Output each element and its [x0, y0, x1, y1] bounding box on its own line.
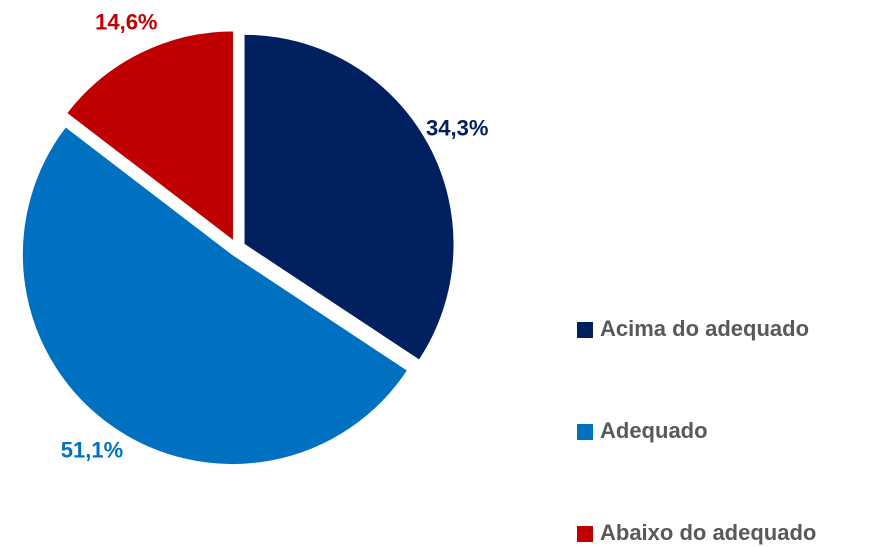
legend-swatch — [577, 526, 593, 542]
pie-slice — [243, 33, 455, 361]
pie-slice — [21, 126, 409, 466]
legend-swatch — [577, 424, 593, 440]
legend-label: Adequado — [600, 418, 708, 443]
data-label: 14,6% — [95, 10, 157, 35]
legend-label: Acima do adequado — [600, 316, 809, 341]
data-label: 34,3% — [426, 115, 488, 140]
pie-slice — [66, 30, 234, 242]
legend-label: Abaixo do adequado — [600, 520, 816, 545]
data-label: 51,1% — [61, 437, 123, 462]
legend-swatch — [577, 322, 593, 338]
